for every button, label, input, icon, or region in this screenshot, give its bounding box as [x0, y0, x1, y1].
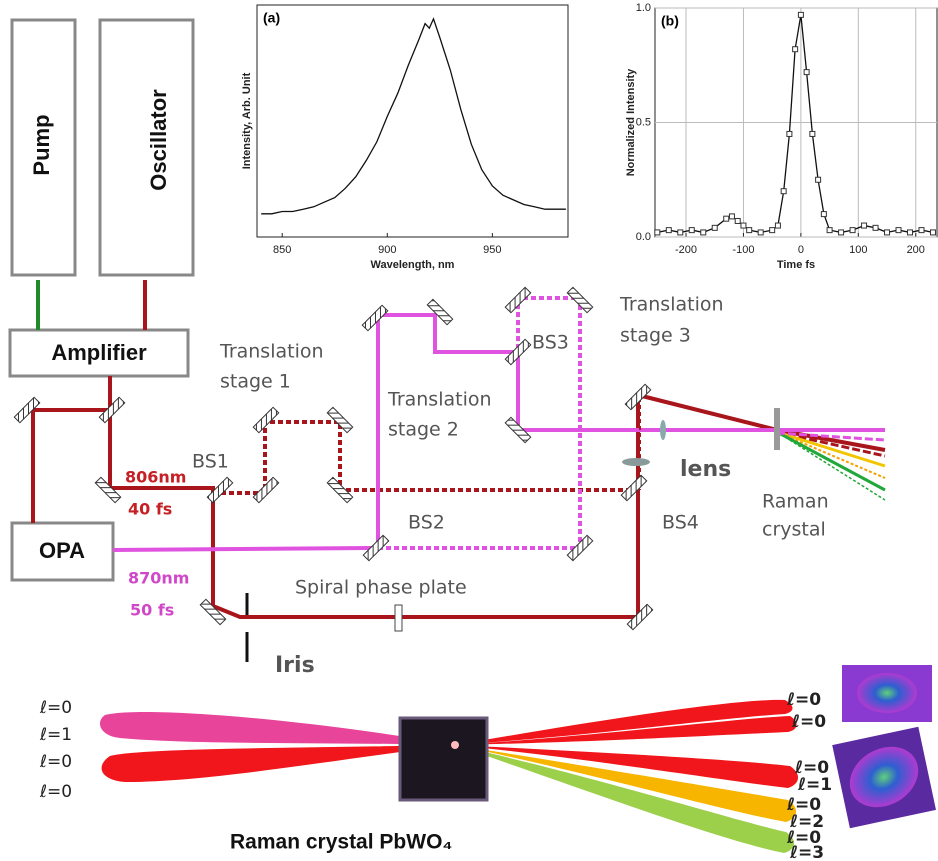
- label: lens: [680, 457, 731, 482]
- label: 50 fs: [130, 601, 174, 620]
- data-point: [712, 225, 717, 230]
- panel-label: (b): [661, 13, 679, 29]
- mode-label: ℓ=1: [797, 775, 832, 795]
- label: Raman: [762, 491, 829, 513]
- y-axis-label: Intensity, Arb. Unit: [241, 72, 253, 169]
- figure: Pump Oscillator Amplifier OPA 806nm 40 f…: [0, 0, 938, 861]
- label: 40 fs: [128, 500, 172, 519]
- plot-frame: [257, 5, 568, 237]
- data-point: [862, 223, 867, 228]
- inset-plot: -200 -100 0 100 200 0.0 0.5 1.0 (b) Time fs Normal…: [625, 2, 937, 271]
- data-point: [735, 218, 740, 223]
- mode-label: ℓ=1: [39, 725, 72, 745]
- x-tick-label: -200: [675, 244, 697, 256]
- data-point: [850, 228, 855, 233]
- label: stage 2: [388, 419, 459, 441]
- data-point: [666, 228, 671, 233]
- x-tick-label: 200: [907, 244, 925, 256]
- label: stage 1: [220, 371, 291, 393]
- mirror: [253, 477, 278, 502]
- label: Translation: [619, 294, 724, 316]
- data-point: [885, 230, 890, 235]
- output-title: Raman crystal PbWO₄: [230, 831, 452, 854]
- data-point: [810, 131, 815, 136]
- y-tick-label: 1.0: [636, 2, 651, 14]
- mirror: [427, 299, 452, 324]
- label: 806nm: [125, 468, 186, 487]
- block-label: Pump: [29, 114, 54, 175]
- data-point: [775, 223, 780, 228]
- label: BS4: [662, 512, 699, 534]
- x-axis-label: Time fs: [777, 259, 815, 271]
- data-point: [701, 230, 706, 235]
- data-point: [655, 230, 660, 235]
- data-point: [689, 228, 694, 233]
- x-tick-label: 950: [483, 244, 501, 256]
- data-point: [908, 230, 913, 235]
- x-tick-label: 900: [378, 244, 396, 256]
- data-point: [896, 228, 901, 233]
- mirror: [362, 305, 387, 330]
- y-tick-label: 0.0: [636, 231, 651, 243]
- lens: [622, 458, 650, 466]
- label: BS3: [532, 332, 569, 354]
- label: Translation: [387, 389, 492, 411]
- block-label: Oscillator: [146, 89, 171, 191]
- data-point: [839, 230, 844, 235]
- data-point: [793, 47, 798, 52]
- x-axis-label: Wavelength, nm: [371, 259, 455, 271]
- data-point: [827, 228, 832, 233]
- x-tick-label: -100: [732, 244, 754, 256]
- data-point: [821, 212, 826, 217]
- block-label: Amplifier: [51, 340, 147, 365]
- data-point: [798, 12, 803, 17]
- data-point: [770, 228, 775, 233]
- data-point: [816, 177, 821, 182]
- label: BS1: [192, 451, 229, 473]
- mode-label: ℓ=3: [789, 843, 824, 861]
- mode-label: ℓ=0: [786, 690, 821, 710]
- label: 870nm: [128, 569, 189, 588]
- y-axis-label: Normalized Intensity: [625, 68, 637, 176]
- beam: [33, 410, 110, 523]
- x-tick-label: 850: [273, 244, 291, 256]
- data-point: [741, 223, 746, 228]
- x-tick-label: 100: [849, 244, 867, 256]
- data-point: [781, 189, 786, 194]
- raman-crystal: [774, 408, 780, 450]
- data-point: [787, 131, 792, 136]
- label: Iris: [275, 653, 315, 678]
- mode-label: ℓ=0: [39, 752, 72, 772]
- label: BS2: [408, 512, 445, 534]
- data-point: [804, 70, 809, 75]
- label: stage 3: [620, 325, 691, 347]
- block-label: OPA: [39, 538, 85, 563]
- label: Spiral phase plate: [295, 577, 467, 599]
- data-point: [724, 216, 729, 221]
- data-point: [873, 225, 878, 230]
- inset-plot: 850 900 950 (a) Wavelength, nm Intensity, Arb…: [241, 5, 568, 271]
- lens: [660, 420, 666, 440]
- crystal-photo: [400, 718, 487, 800]
- phase-plate: [395, 605, 402, 631]
- beam-profile: [857, 673, 917, 713]
- mode-label: ℓ=0: [39, 782, 72, 802]
- y-tick-label: 0.5: [636, 116, 651, 128]
- data-point: [758, 230, 763, 235]
- mirror: [621, 475, 646, 500]
- mode-label: ℓ=0: [791, 712, 826, 732]
- data-point: [930, 230, 935, 235]
- crystal-spot: [451, 741, 459, 749]
- data-point: [678, 230, 683, 235]
- panel-label: (a): [263, 10, 280, 26]
- mode-label: ℓ=0: [39, 698, 72, 718]
- label: Translation: [219, 341, 324, 363]
- data-point: [919, 228, 924, 233]
- x-tick-label: 0: [798, 244, 804, 256]
- label: crystal: [762, 519, 826, 541]
- data-point: [747, 228, 752, 233]
- data-point: [729, 214, 734, 219]
